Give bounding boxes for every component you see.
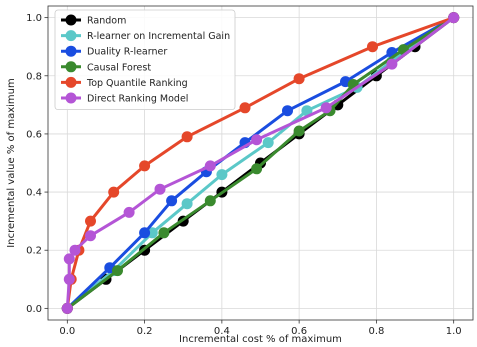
data-point bbox=[139, 160, 151, 172]
series-group bbox=[61, 12, 460, 314]
x-axis-title: Incremental cost % of maximum bbox=[179, 334, 342, 345]
x-tick-label: 0.8 bbox=[368, 326, 384, 337]
data-point bbox=[262, 137, 274, 149]
x-tick-label: 1.0 bbox=[446, 326, 462, 337]
legend-item: Duality R-learner bbox=[61, 45, 167, 58]
ticks: 0.0 0.2 0.4 0.6 0.8 1.0 0.0 0.2 0.4 0.6 0.8 1.0 bbox=[26, 13, 462, 337]
legend-marker bbox=[65, 45, 77, 57]
data-point bbox=[146, 227, 158, 239]
x-tick-label: 0.2 bbox=[137, 326, 153, 337]
y-tick-label: 0.8 bbox=[26, 71, 42, 82]
data-point bbox=[61, 302, 73, 314]
x-tick-label: 0.0 bbox=[59, 326, 75, 337]
legend-item: Random bbox=[61, 14, 126, 27]
data-point bbox=[112, 265, 123, 277]
legend-label: Top Quantile Ranking bbox=[86, 78, 188, 89]
data-point bbox=[139, 227, 151, 239]
y-axis-title: Incremental value % of maximum bbox=[6, 78, 17, 247]
data-point bbox=[181, 131, 193, 143]
data-point bbox=[85, 230, 96, 242]
legend-label: Random bbox=[87, 16, 126, 27]
data-point bbox=[181, 198, 193, 210]
legend-marker bbox=[65, 61, 77, 73]
data-point bbox=[367, 41, 378, 53]
y-tick-label: 0.4 bbox=[26, 188, 42, 199]
legend-item: Causal Forest bbox=[61, 61, 151, 73]
legend-label: Direct Ranking Model bbox=[87, 94, 188, 105]
legend-label: Causal Forest bbox=[87, 62, 151, 73]
legend-item: Top Quantile Ranking bbox=[61, 76, 188, 89]
data-point bbox=[216, 169, 228, 181]
y-tick-label: 1.0 bbox=[26, 13, 42, 24]
data-point bbox=[239, 102, 251, 114]
data-point bbox=[293, 125, 305, 137]
data-point bbox=[69, 244, 81, 256]
data-point bbox=[320, 102, 332, 114]
y-tick-label: 0.0 bbox=[26, 304, 42, 315]
legend-marker bbox=[65, 30, 77, 42]
data-point bbox=[123, 206, 135, 218]
data-point bbox=[204, 160, 216, 172]
legend: Random R-learner on Incremental Gain Duali… bbox=[54, 9, 236, 110]
legend-item: Direct Ranking Model bbox=[61, 92, 188, 105]
x-tick-label: 0.6 bbox=[291, 326, 307, 337]
series-line bbox=[66, 16, 455, 310]
data-point bbox=[204, 195, 216, 207]
data-point bbox=[166, 195, 178, 207]
legend-marker bbox=[65, 92, 77, 104]
data-point bbox=[154, 183, 166, 195]
data-point bbox=[301, 105, 313, 117]
data-point bbox=[251, 134, 263, 146]
data-point bbox=[386, 58, 398, 70]
data-point bbox=[158, 227, 170, 239]
legend-marker bbox=[65, 14, 77, 26]
y-tick-label: 0.2 bbox=[26, 246, 42, 257]
legend-label: R-learner on Incremental Gain bbox=[87, 31, 230, 42]
legend-marker bbox=[65, 76, 77, 88]
data-point bbox=[448, 12, 460, 24]
data-point bbox=[282, 105, 293, 117]
data-point bbox=[85, 215, 96, 227]
legend-box bbox=[54, 9, 236, 110]
legend-item: R-learner on Incremental Gain bbox=[61, 30, 230, 42]
data-point bbox=[63, 273, 75, 285]
legend-label: Duality R-learner bbox=[87, 47, 167, 58]
data-point bbox=[108, 186, 120, 198]
x-tick-label: 0.4 bbox=[214, 326, 230, 337]
series-direct-ranking-model bbox=[61, 12, 460, 314]
data-point bbox=[293, 73, 305, 85]
data-point bbox=[251, 163, 263, 175]
y-tick-label: 0.6 bbox=[26, 129, 42, 140]
data-point bbox=[63, 253, 75, 265]
plot-frame bbox=[47, 5, 474, 321]
